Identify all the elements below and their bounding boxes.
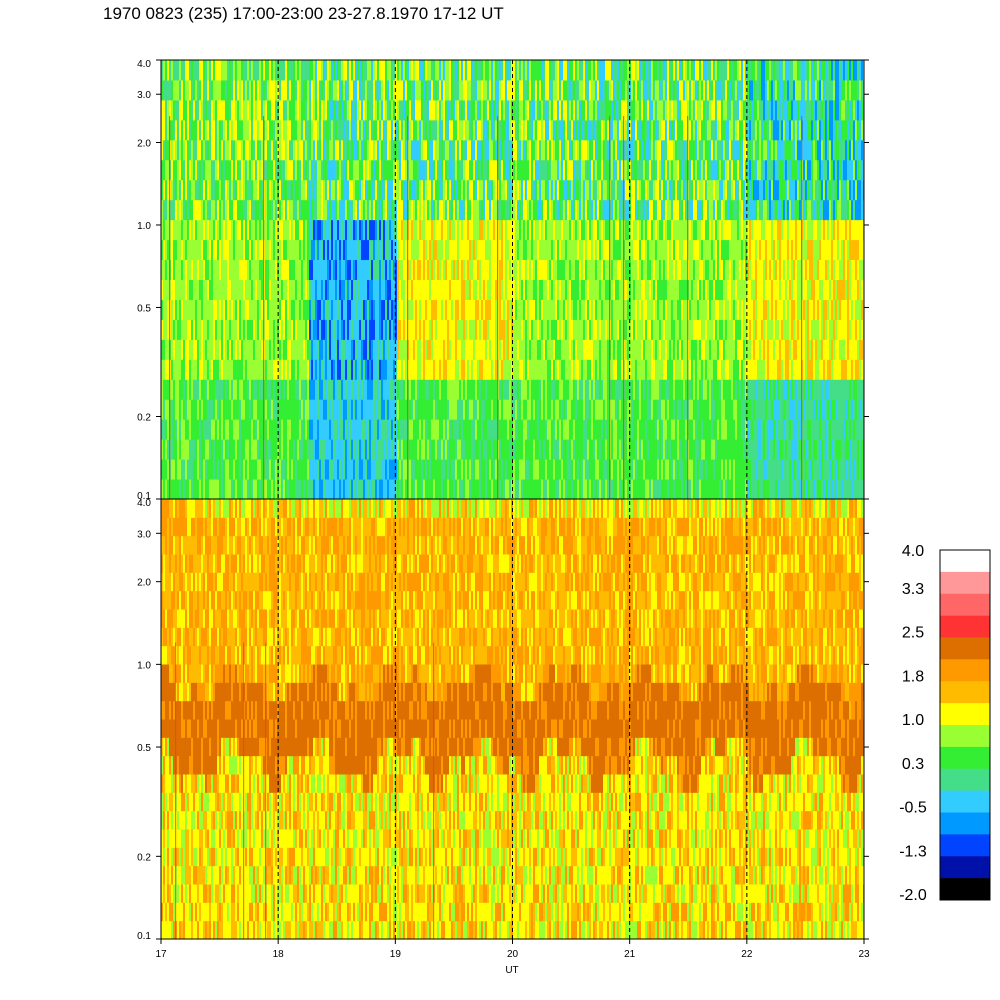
lower-y-tick-label: 2.0 [137, 578, 151, 589]
colorbar-swatch [940, 550, 990, 573]
x-tick-label: 18 [273, 949, 285, 960]
colorbar-label: 2.5 [902, 625, 924, 642]
upper-y-tick-label: 4.0 [137, 59, 151, 70]
colorbar-swatch [940, 746, 990, 770]
lower-y-tick-label: 3.0 [137, 529, 151, 540]
colorbar-swatch [940, 659, 990, 682]
colorbar-swatch [940, 571, 990, 595]
colorbar-swatch [940, 856, 990, 879]
colorbar-swatch [940, 768, 990, 791]
x-tick-label: 17 [155, 949, 167, 960]
axes: 4.03.02.01.00.50.20.14.03.02.01.00.50.20… [137, 59, 870, 976]
x-tick-label: 21 [624, 949, 636, 960]
lower-y-tick-label: 0.1 [137, 931, 151, 942]
colorbar-label: 1.8 [902, 668, 924, 685]
x-tick-label: 22 [741, 949, 753, 960]
x-tick-label: 19 [390, 949, 402, 960]
x-axis-label: UT [505, 965, 518, 976]
colorbar: 4.0 3.3 2.5 1.8 1.0 0.3 -0.5 -1.3 -2.0 [899, 543, 991, 904]
colorbar-swatch [940, 812, 990, 835]
upper-spectrogram-panel [161, 60, 864, 499]
lower-y-tick-label: 0.5 [137, 743, 151, 754]
lower-spectrogram-panel [161, 499, 864, 939]
colorbar-swatch [940, 790, 990, 813]
colorbar-label: -1.3 [899, 843, 927, 860]
colorbar-label: -0.5 [899, 800, 927, 817]
colorbar-swatch [940, 703, 990, 726]
lower-y-tick-label: 1.0 [137, 660, 151, 671]
upper-y-tick-label: 3.0 [137, 90, 151, 101]
colorbar-frame [939, 549, 991, 901]
x-tick-label: 20 [507, 949, 519, 960]
colorbar-swatch [940, 878, 990, 901]
colorbar-swatch [940, 834, 990, 857]
lower-y-tick-label: 4.0 [137, 498, 151, 509]
upper-y-tick-label: 0.2 [137, 413, 151, 424]
colorbar-label: 3.3 [902, 581, 924, 598]
colorbar-swatch [940, 593, 990, 616]
colorbar-swatch [940, 615, 990, 638]
upper-y-tick-label: 2.0 [137, 138, 151, 149]
chart-title: 1970 0823 (235) 17:00-23:00 23-27.8.1970… [103, 4, 504, 23]
upper-y-tick-label: 0.1 [137, 491, 151, 502]
lower-y-tick-label: 0.2 [137, 852, 151, 863]
colorbar-label: 0.3 [902, 756, 924, 773]
x-tick-label: 23 [858, 949, 870, 960]
colorbar-label: 4.0 [902, 543, 924, 560]
colorbar-label: -2.0 [899, 887, 927, 904]
colorbar-swatch [940, 681, 990, 704]
colorbar-label: 1.0 [902, 712, 924, 729]
upper-y-tick-label: 0.5 [137, 303, 151, 314]
colorbar-swatch [940, 725, 990, 748]
colorbar-swatch [940, 637, 990, 660]
upper-y-tick-label: 1.0 [137, 221, 151, 232]
